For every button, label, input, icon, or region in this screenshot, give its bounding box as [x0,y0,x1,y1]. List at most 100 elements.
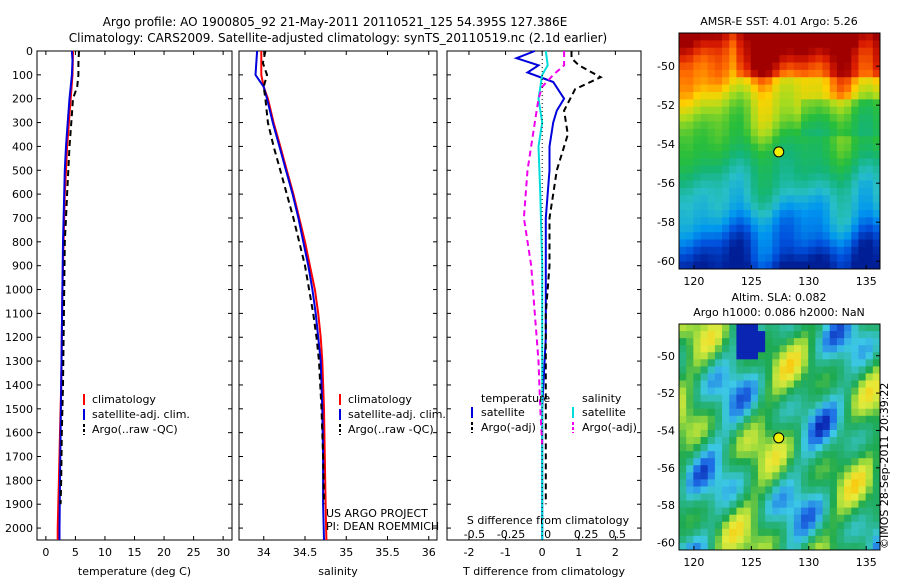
map-cell [707,387,716,396]
map-cell [693,444,702,452]
map-cell [801,254,809,263]
map-cell [829,324,838,332]
map-cell [736,195,745,204]
map-cell [865,84,874,93]
map-cell [743,217,752,226]
map-cell [815,394,824,403]
map-cell [736,224,745,233]
map-cell [772,224,781,233]
map-cell [793,165,802,174]
map-cell [808,338,816,346]
map-cell [836,210,845,218]
map-cell [765,542,773,550]
map-cell [872,136,880,145]
map-cell [707,472,716,480]
map-cell [779,444,788,452]
map-cell [743,158,752,167]
map-cell [722,394,730,403]
map-cell [836,394,845,403]
map-cell [858,472,867,480]
sst-map-frame: 120 125 130 135-50-52-54-56-58-60 [657,32,881,288]
map-cell [679,444,687,452]
map-cell [686,158,694,167]
map-cell [707,158,716,167]
y-tick-label: 1700 [5,451,33,464]
map-cell [872,246,880,255]
map-cell [858,422,867,431]
map-cell [815,486,824,495]
map-cell [743,422,752,431]
map-cell [700,528,709,537]
map-cell [808,486,816,495]
map-cell [858,261,867,269]
map-cell [722,239,730,248]
map-cell [722,380,730,389]
map-cell [822,528,831,537]
map-cell [844,106,852,115]
map-cell [743,246,752,255]
map-cell [801,521,809,530]
map-cell [743,479,752,488]
map-cell [779,187,788,196]
map-cell [750,429,759,438]
map-cell [851,99,860,108]
map-cell [750,394,759,403]
map-cell [750,136,759,145]
map-cell [679,136,687,145]
map-cell [714,380,723,389]
map-cell [822,136,831,145]
map-cell [858,338,867,346]
map-cell [707,40,716,49]
pi-credit: PI: DEAN ROEMMICH [326,520,439,533]
map-cell [743,542,752,550]
map-cell [736,380,745,389]
map-cell [707,401,716,410]
map-cell [851,422,860,431]
map-cell [865,173,874,182]
map-cell [686,331,694,339]
map-cell [679,331,687,339]
map-cell [836,254,845,263]
y-tick-label: 800 [12,236,33,249]
map-cell [822,84,831,93]
map-cell [844,254,852,263]
map-cell [815,77,824,86]
map-cell [772,114,781,123]
map-cell [765,521,773,530]
map-cell [858,40,867,49]
series-line-s-satellite [537,50,549,540]
map-cell [844,514,852,523]
x-tick-label: 25 [187,546,201,559]
map-y-tick-label: -56 [657,177,675,190]
map-cell [700,210,709,218]
map-cell [765,401,773,410]
map-cell [743,224,752,233]
map-cell [815,128,824,137]
map-cell [765,224,773,233]
map-cell [757,479,766,488]
map-cell [686,352,694,360]
map-cell [693,69,702,78]
map-cell [700,158,709,167]
map-cell [757,331,766,339]
legend-label: climatology [92,393,156,406]
map-cell [829,84,838,93]
map-cell [707,380,716,389]
map-cell [686,521,694,530]
map-cell [743,173,752,182]
map-cell [779,465,788,473]
map-cell [765,514,773,523]
map-cell [722,106,730,115]
map-cell [858,173,867,182]
map-cell [772,324,781,332]
map-cell [872,535,880,544]
map-cell [793,47,802,56]
map-cell [779,254,788,263]
map-cell [722,535,730,544]
map-cell [836,366,845,375]
map-cell [714,366,723,375]
map-cell [736,429,745,438]
map-cell [801,514,809,523]
map-cell [765,352,773,360]
legend-label: Argo(..raw -QC) [348,423,434,436]
